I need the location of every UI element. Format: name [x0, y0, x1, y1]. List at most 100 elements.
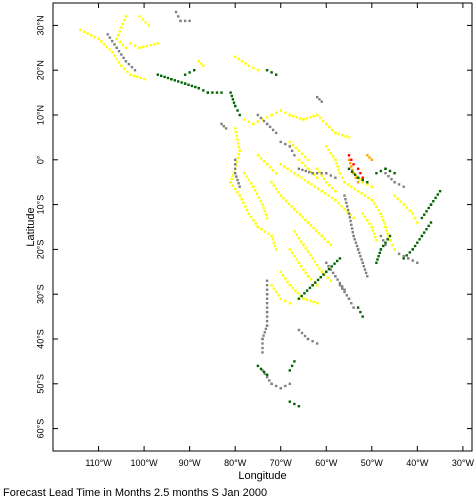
data-cell-yellow-231 [326, 276, 329, 279]
data-cell-yellow-156 [263, 210, 266, 213]
data-cell-yellow-64 [252, 122, 255, 126]
data-cell-gray-454 [346, 205, 349, 208]
data-cell-yellow-13 [113, 54, 116, 57]
data-cell-yellow-67 [261, 118, 264, 121]
data-cell-yellow-259 [305, 298, 309, 301]
data-cell-yellow-82 [305, 117, 309, 120]
data-cell-gray-493 [327, 265, 330, 268]
data-cell-gray-481 [390, 178, 393, 181]
data-cell-yellow-358 [291, 143, 295, 147]
data-cell-yellow-217 [300, 240, 303, 243]
data-cell-yellow-263 [270, 284, 273, 287]
data-cell-yellow-189 [275, 187, 278, 191]
data-cell-yellow-40 [138, 46, 141, 49]
data-cell-yellow-193 [282, 197, 285, 200]
data-cell-gray-465 [353, 238, 356, 241]
data-cell-yellow-200 [298, 213, 301, 216]
data-cell-gray-411 [222, 125, 225, 128]
data-cell-yellow-247 [279, 270, 282, 273]
data-cell-yellow-264 [272, 287, 276, 290]
data-cell-green-554 [160, 74, 163, 77]
data-cell-yellow-238 [297, 261, 301, 264]
data-cell-yellow-186 [352, 216, 355, 220]
data-cell-gray-415 [262, 119, 266, 123]
data-cell-gray-408 [183, 19, 187, 23]
data-cell-gray-500 [341, 285, 344, 288]
data-cell-yellow-54 [237, 57, 240, 61]
data-cell-green-639 [330, 265, 333, 268]
data-cell-yellow-44 [152, 43, 156, 46]
data-cell-green-663 [256, 364, 260, 368]
data-cell-yellow-33 [115, 37, 118, 40]
data-cell-yellow-207 [315, 229, 318, 232]
x-tick-label: 80°W [224, 458, 247, 468]
y-axis-ticks: 30°N 20°N 10°N 0° 10°S 20°S 30°S 40°S 50°S 60°S [35, 15, 472, 438]
data-cell-yellow-126 [245, 208, 249, 212]
data-cell-yellow-22 [132, 74, 135, 77]
data-cell-yellow-151 [257, 196, 261, 199]
data-cell-yellow-83 [309, 116, 312, 119]
data-cell-gray-471 [359, 254, 362, 258]
data-cell-gray-492 [325, 261, 328, 264]
data-cell-yellow-359 [294, 146, 298, 150]
data-cell-orange-378 [352, 172, 355, 175]
data-cell-yellow-175 [323, 192, 327, 195]
data-cell-yellow-196 [290, 205, 293, 208]
data-cell-yellow-103 [237, 142, 240, 145]
data-cell-gray-524 [297, 328, 301, 332]
data-cell-gray-460 [350, 223, 353, 226]
data-cell-gray-529 [311, 340, 314, 343]
data-cell-gray-475 [362, 265, 365, 268]
data-cell-green-563 [183, 82, 187, 85]
data-cell-green-572 [211, 91, 214, 94]
data-cell-green-662 [297, 405, 301, 408]
data-cell-yellow-60 [256, 69, 260, 72]
data-cell-green-618 [418, 238, 421, 241]
data-cell-yellow-145 [247, 178, 250, 182]
x-tick-label: 100°W [131, 458, 159, 468]
data-cell-yellow-268 [279, 297, 282, 300]
data-cell-gray-542 [338, 284, 342, 287]
data-cell-yellow-158 [265, 216, 269, 220]
data-cell-yellow-48 [144, 21, 147, 24]
data-cell-yellow-269 [284, 299, 287, 303]
data-cell-gray-498 [336, 278, 339, 281]
data-cell-yellow-221 [306, 250, 310, 253]
data-cell-yellow-240 [302, 268, 305, 271]
data-cell-yellow-296 [375, 205, 378, 208]
data-cell-green-571 [206, 91, 209, 94]
data-cell-yellow-213 [329, 243, 332, 247]
data-cell-yellow-3 [90, 34, 93, 37]
data-cell-gray-523 [261, 351, 264, 354]
data-cell-yellow-14 [115, 57, 118, 61]
data-cell-green-605 [432, 200, 435, 203]
data-cell-yellow-90 [325, 122, 328, 126]
data-cell-yellow-70 [270, 113, 273, 117]
data-cell-green-555 [163, 75, 166, 79]
data-cell-yellow-204 [306, 221, 310, 224]
data-cell-yellow-212 [326, 240, 329, 244]
data-cell-yellow-31 [117, 33, 120, 37]
data-cell-yellow-53 [234, 55, 237, 58]
data-cell-yellow-227 [318, 267, 321, 270]
data-cell-green-634 [376, 258, 379, 261]
data-cell-yellow-310 [391, 243, 394, 247]
data-cell-yellow-206 [312, 226, 315, 230]
data-cell-gray-397 [120, 53, 123, 56]
data-cell-gray-549 [352, 306, 355, 309]
data-cell-green-602 [438, 190, 442, 193]
data-cell-gray-540 [284, 384, 287, 388]
data-cell-gray-526 [303, 334, 307, 338]
data-cell-gray-437 [237, 182, 240, 185]
data-cell-yellow-96 [341, 134, 344, 137]
data-cell-yellow-364 [306, 158, 310, 161]
data-cell-gray-552 [384, 243, 387, 247]
data-cell-gray-442 [308, 170, 311, 174]
data-marks [79, 10, 442, 408]
data-cell-red-387 [356, 167, 360, 170]
data-cell-yellow-321 [297, 158, 301, 161]
data-cell-yellow-309 [388, 239, 392, 242]
y-tick-label: 30°N [35, 15, 45, 35]
data-cell-yellow-202 [304, 218, 307, 221]
data-cell-yellow-258 [302, 297, 305, 300]
